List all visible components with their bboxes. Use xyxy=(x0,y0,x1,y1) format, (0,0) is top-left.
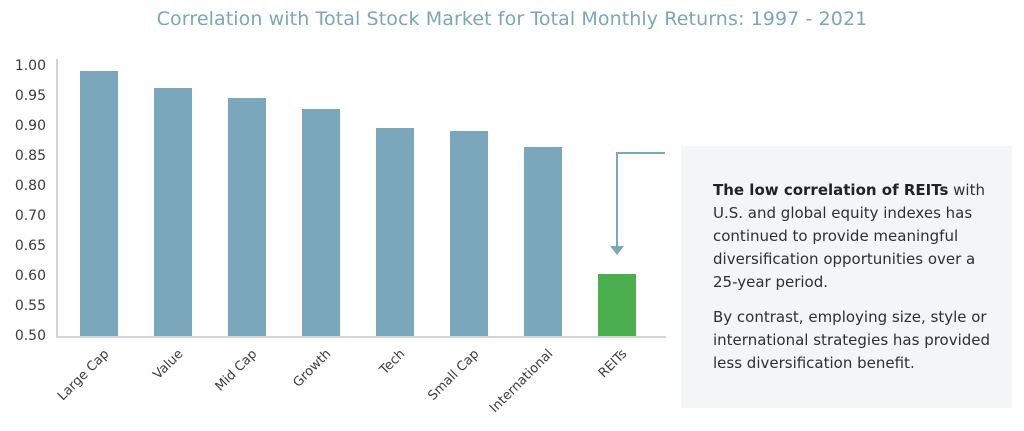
y-tick-label: 1.00 xyxy=(14,58,46,74)
y-tick-label: 0.95 xyxy=(14,88,46,104)
bar-tech xyxy=(376,128,414,336)
x-label-small-cap: Small Cap xyxy=(425,346,483,404)
x-axis-line xyxy=(56,336,666,338)
y-axis-line xyxy=(56,59,58,338)
bar-chart: 1.00 0.95 0.90 0.85 0.80 0.70 0.65 0.60 0.55 0.50… xyxy=(14,58,666,416)
y-tick-label: 0.90 xyxy=(14,118,46,134)
panel-bold-lead: The low correlation of REITs xyxy=(713,181,949,199)
x-label-large-cap: Large Cap xyxy=(55,346,113,404)
x-label-international: International xyxy=(487,346,557,416)
bar-large-cap xyxy=(80,71,118,336)
bar-reits xyxy=(598,273,636,336)
bar-growth xyxy=(302,109,340,336)
y-tick-label: 0.55 xyxy=(14,298,46,314)
y-tick-label: 0.60 xyxy=(14,268,46,284)
x-label-tech: Tech xyxy=(377,346,409,378)
arrow-line-vertical xyxy=(616,152,618,247)
annotation-panel: The low correlation of REITs with U.S. a… xyxy=(681,146,1012,408)
panel-paragraph-1: The low correlation of REITs with U.S. a… xyxy=(713,179,992,294)
y-tick-label: 0.50 xyxy=(14,328,46,344)
y-tick-label: 0.65 xyxy=(14,238,46,254)
x-label-growth: Growth xyxy=(290,346,335,391)
panel-paragraph-1-text: with U.S. and global equity indexes has … xyxy=(713,181,985,291)
x-label-value: Value xyxy=(150,346,187,383)
bar-value xyxy=(154,87,192,336)
bar-mid-cap xyxy=(228,98,266,336)
y-tick-label: 0.80 xyxy=(14,178,46,194)
chart-title: Correlation with Total Stock Market for … xyxy=(156,8,868,30)
y-tick-label: 0.70 xyxy=(14,208,46,224)
arrow-line-horizontal xyxy=(616,152,665,154)
bar-small-cap xyxy=(450,130,488,336)
arrow-down-icon xyxy=(610,246,624,255)
y-tick-label: 0.85 xyxy=(14,148,46,164)
panel-paragraph-2: By contrast, employing size, style or in… xyxy=(713,308,991,372)
x-label-mid-cap: Mid Cap xyxy=(212,346,261,395)
x-label-reits: REITs xyxy=(595,346,631,382)
bar-international xyxy=(524,147,562,336)
